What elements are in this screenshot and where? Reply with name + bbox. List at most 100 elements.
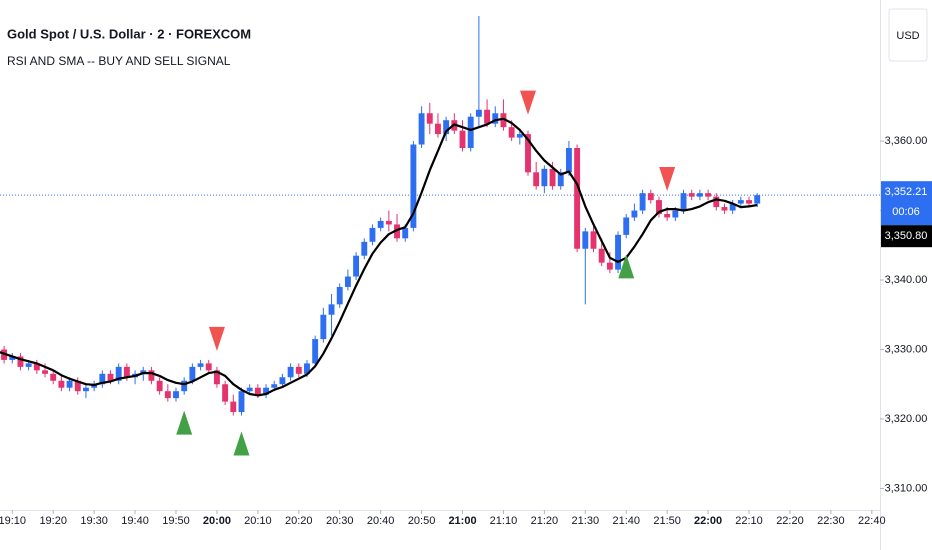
y-tick-label: 3,340.00: [885, 274, 928, 286]
candle-body: [58, 380, 65, 388]
candle-body: [418, 113, 425, 145]
x-tick-label: 19:20: [39, 515, 67, 527]
candle-body: [263, 387, 269, 395]
y-tick-label: 3,360.00: [885, 135, 928, 147]
candle-body: [230, 401, 237, 413]
buy-signal: [618, 254, 635, 279]
sell-signal: [208, 326, 225, 351]
x-tick-label: 21:40: [612, 515, 640, 527]
plot-area: [0, 15, 880, 456]
currency-button[interactable]: [888, 8, 928, 62]
candle-body: [705, 193, 712, 197]
candle-body: [295, 366, 302, 374]
candle-body: [443, 120, 450, 135]
candle-body: [205, 363, 212, 371]
candle-body: [557, 172, 564, 187]
candle-body: [565, 147, 572, 173]
candle-body: [66, 380, 73, 388]
candle-body: [279, 377, 286, 385]
candle-body: [385, 220, 392, 225]
candle-body: [9, 356, 16, 360]
candle-body: [336, 286, 343, 305]
candle-body: [435, 123, 441, 135]
x-tick-label: 20:30: [326, 515, 354, 527]
sell-signal: [659, 167, 676, 192]
candle-body: [148, 370, 155, 381]
x-tick-label: 19:50: [162, 515, 190, 527]
candle-body: [181, 380, 188, 392]
sma-line: [0, 117, 758, 397]
x-tick-label: 21:00: [448, 515, 476, 527]
candle-body: [156, 380, 163, 392]
candle-body: [107, 373, 114, 381]
candle-body: [377, 220, 384, 228]
candle-body: [123, 366, 130, 378]
candle-body: [197, 363, 204, 367]
candle-body: [631, 210, 638, 218]
candle-body: [598, 248, 605, 263]
candle-body: [312, 339, 319, 364]
candle-body: [696, 193, 703, 197]
y-tick-label: 3,310.00: [885, 482, 928, 494]
x-tick-label: 19:10: [0, 515, 26, 527]
x-tick-label: 21:30: [572, 515, 600, 527]
candle-body: [42, 370, 48, 374]
candle-body: [189, 366, 196, 381]
candle-body: [516, 134, 523, 138]
candle-body: [361, 241, 368, 256]
x-tick-label: 22:40: [858, 515, 886, 527]
candle-body: [647, 193, 654, 201]
candle-body: [623, 217, 630, 235]
candle-body: [246, 387, 253, 392]
candle-body: [426, 113, 433, 124]
candle-body: [492, 113, 499, 124]
candle-body: [459, 130, 466, 148]
y-tick-label: 3,330.00: [885, 343, 928, 355]
x-tick-label: 20:50: [408, 515, 436, 527]
x-tick-label: 20:00: [203, 515, 231, 527]
candle-body: [222, 384, 229, 402]
indicator-name: RSI AND SMA -- BUY AND SELL SIGNAL: [7, 54, 231, 68]
countdown: 00:06: [892, 206, 920, 218]
candle-body: [541, 168, 548, 187]
candle-body: [484, 109, 491, 124]
x-tick-label: 20:20: [285, 515, 313, 527]
y-tick-label: 3,320.00: [885, 413, 928, 425]
candle-body: [639, 193, 646, 211]
candle-body: [83, 387, 89, 392]
sma-badge: [881, 225, 932, 248]
candle-body: [713, 196, 720, 208]
sell-signal: [520, 90, 536, 115]
x-tick-label: 22:30: [817, 515, 845, 527]
candle-body: [590, 231, 597, 249]
candle-body: [746, 200, 752, 204]
buy-signal: [176, 410, 193, 435]
candle-body: [33, 363, 40, 371]
candle-body: [672, 210, 679, 218]
candle-body: [467, 116, 474, 148]
candle-body: [328, 304, 335, 315]
candle-body: [213, 370, 220, 385]
candle-body: [353, 255, 360, 277]
candle-body: [271, 384, 278, 388]
sma-label: 3,350.80: [885, 230, 928, 242]
candle-body: [50, 373, 57, 381]
candle-body: [164, 391, 171, 399]
currency[interactable]: USD: [896, 30, 919, 42]
candle-body: [754, 195, 761, 204]
candle-body: [320, 314, 327, 340]
x-tick-label: 20:10: [244, 515, 272, 527]
x-tick-label: 21:10: [490, 515, 518, 527]
candle-body: [344, 276, 351, 287]
x-tick-label: 21:20: [531, 515, 559, 527]
buy-signal: [233, 431, 250, 456]
candle-body: [115, 366, 122, 381]
candle-body: [500, 113, 507, 128]
candle-body: [582, 231, 589, 249]
x-tick-label: 22:00: [694, 515, 722, 527]
candle-body: [394, 224, 400, 239]
candle-body: [737, 200, 744, 204]
candle-body: [533, 172, 540, 187]
candle-body: [287, 366, 294, 378]
